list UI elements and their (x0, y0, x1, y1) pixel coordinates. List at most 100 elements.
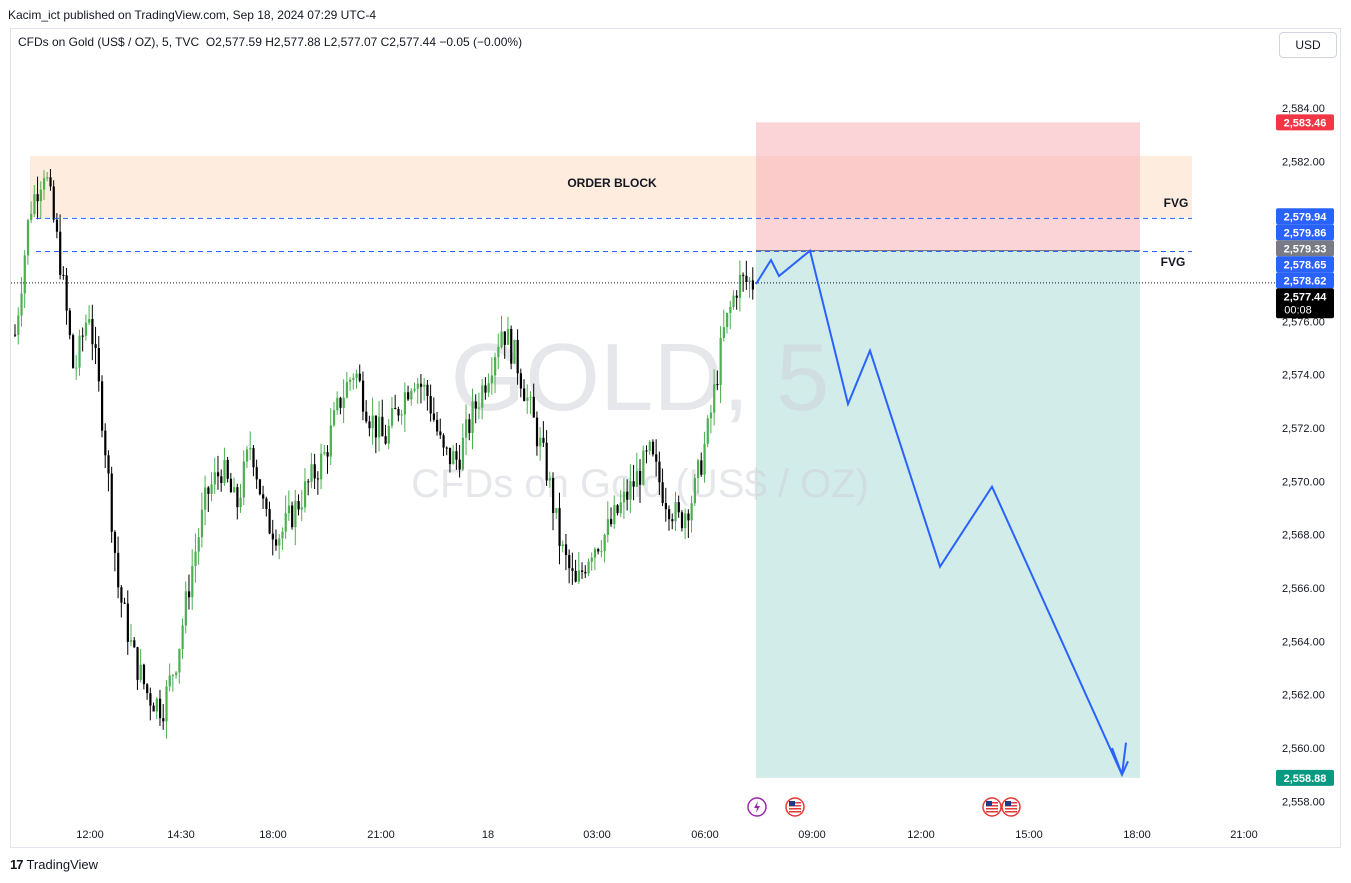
us-flag-icon-stripe (986, 811, 998, 813)
candle-body (378, 416, 381, 438)
candle (751, 267, 754, 300)
price-label-bg (1276, 114, 1334, 131)
candle (303, 468, 307, 513)
candle (426, 380, 429, 411)
candle-body (81, 335, 84, 337)
candle-body (622, 491, 626, 503)
candle-body (17, 315, 20, 335)
candle (587, 558, 590, 577)
candle-body (751, 280, 754, 290)
y-tick-label: 2,564.00 (1282, 636, 1325, 648)
x-tick-label: 18:00 (259, 829, 287, 841)
candle (719, 326, 722, 404)
candle-body (461, 437, 465, 470)
candle (110, 466, 113, 543)
candle (287, 490, 291, 521)
candle (94, 326, 97, 365)
candle (33, 185, 36, 218)
candle (84, 314, 88, 341)
candle (732, 290, 735, 310)
candle (207, 486, 210, 513)
candle-body (419, 383, 423, 387)
candle-body (158, 698, 162, 719)
candle-body (381, 416, 384, 437)
candle (65, 267, 68, 325)
candle (503, 331, 506, 359)
candle (204, 475, 207, 526)
candle (455, 442, 458, 470)
candle (661, 468, 664, 507)
price-label-bg (1276, 272, 1334, 289)
candle (307, 478, 310, 496)
candle-body (416, 383, 419, 389)
candle-body (697, 460, 700, 479)
candle-body (139, 664, 142, 680)
candle (490, 357, 494, 395)
candle-body (88, 319, 91, 323)
candle-body (687, 513, 690, 521)
y-tick-label: 2,572.00 (1282, 423, 1325, 435)
candles-layer (14, 168, 754, 739)
candle (648, 439, 651, 455)
candle-body (403, 392, 407, 415)
candle-body (194, 551, 197, 567)
candle (468, 413, 471, 441)
price-label-text: 2,579.86 (1284, 227, 1327, 239)
candle (245, 446, 249, 468)
candle-body (262, 494, 265, 499)
tradingview-logo-icon: 17 (10, 857, 24, 872)
candle-body (423, 384, 426, 387)
candle-body (210, 484, 213, 494)
y-tick-label: 2,562.00 (1282, 690, 1325, 702)
candle-body (204, 487, 207, 510)
candle-body (107, 455, 110, 474)
footer-brand[interactable]: TradingView (26, 857, 99, 872)
currency-button[interactable]: USD (1279, 32, 1337, 58)
candle-body (291, 505, 294, 528)
candle-body (345, 382, 349, 398)
candle-body (91, 319, 94, 345)
candle-body (584, 571, 587, 574)
candle (558, 492, 561, 565)
candle-body (233, 487, 236, 493)
candle-body (30, 213, 33, 221)
y-tick-label: 2,570.00 (1282, 476, 1325, 488)
candle (91, 304, 94, 361)
candle (14, 324, 17, 338)
candle-body (738, 274, 742, 298)
candle (329, 408, 332, 465)
us-flag-icon-ring (1001, 797, 1021, 817)
us-flag-icon-stripe (1005, 808, 1017, 810)
candle-body (684, 513, 687, 529)
candle-body (365, 411, 368, 422)
candle (220, 469, 223, 492)
candle-body (104, 430, 107, 456)
candle (632, 464, 635, 501)
candle-body (245, 449, 249, 462)
candle-body (371, 415, 374, 429)
candle (187, 574, 191, 610)
candle (690, 495, 693, 533)
candle-body (49, 177, 52, 187)
candle-body (223, 459, 226, 484)
price-label-text: 2,577.44 (1284, 291, 1328, 303)
candle (181, 618, 184, 660)
candle (535, 411, 539, 456)
candle (265, 496, 268, 517)
candle-body (458, 459, 461, 470)
candle-body (542, 437, 545, 443)
candle (142, 663, 146, 690)
candle-body (581, 570, 584, 572)
candle (194, 533, 197, 583)
candle-body (175, 672, 178, 676)
candle-body (268, 508, 271, 534)
candle (519, 368, 523, 398)
candle (552, 472, 555, 531)
candle (139, 648, 142, 683)
candle-body (661, 482, 664, 504)
candle-body (187, 591, 191, 598)
price-label-text: 2,558.88 (1284, 773, 1327, 785)
candle-body (355, 373, 358, 378)
candle-body (648, 441, 651, 451)
